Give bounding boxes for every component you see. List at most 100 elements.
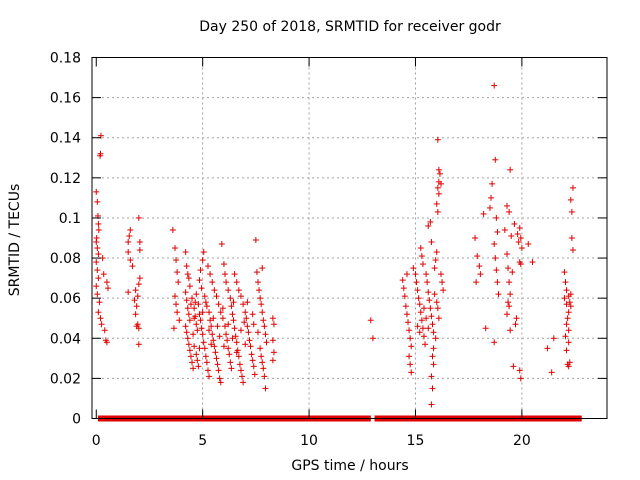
data-point (233, 339, 240, 346)
data-point (403, 271, 410, 278)
data-point (127, 226, 134, 233)
data-point (249, 311, 256, 318)
data-point (491, 339, 498, 346)
data-point (438, 180, 445, 187)
data-point (93, 188, 100, 195)
data-point (260, 365, 267, 372)
data-point (430, 329, 437, 336)
data-point (260, 317, 267, 324)
data-point (488, 194, 495, 201)
data-point (135, 341, 142, 348)
data-point (508, 232, 515, 239)
data-point (408, 343, 415, 350)
data-point (231, 325, 238, 332)
data-point (207, 317, 214, 324)
data-point (568, 208, 575, 215)
data-point (174, 269, 181, 276)
data-point (219, 305, 226, 312)
data-point (215, 367, 222, 374)
data-point (104, 285, 111, 292)
data-point (211, 287, 218, 294)
data-point (503, 251, 510, 258)
data-point (525, 241, 532, 248)
data-point (101, 327, 108, 334)
data-point (204, 263, 211, 270)
data-point (492, 255, 499, 262)
data-point (434, 184, 441, 191)
data-point (414, 323, 421, 330)
data-point (95, 226, 102, 233)
data-point (269, 357, 276, 364)
data-point (410, 265, 417, 272)
data-point (427, 305, 434, 312)
data-point (246, 337, 253, 344)
data-point (183, 329, 190, 336)
data-point (213, 293, 220, 300)
data-point (187, 301, 194, 308)
data-point (439, 279, 446, 286)
data-point (135, 214, 142, 221)
data-point (239, 373, 246, 380)
data-point (224, 337, 231, 344)
data-point (232, 333, 239, 340)
data-point (190, 365, 197, 372)
data-point (503, 202, 510, 209)
data-point (270, 321, 277, 328)
data-point (131, 297, 138, 304)
data-point (567, 291, 574, 298)
data-point (250, 363, 257, 370)
data-point (185, 275, 192, 282)
data-point (132, 287, 139, 294)
data-point (248, 351, 255, 358)
data-point (518, 245, 525, 252)
data-point (258, 301, 265, 308)
data-point (174, 309, 181, 316)
data-point (206, 309, 213, 316)
data-point (207, 271, 214, 278)
y-axis-label: SRMTID / TECUs (7, 184, 23, 297)
data-point (227, 295, 234, 302)
data-point (237, 367, 244, 374)
data-point (222, 271, 229, 278)
x-tick-label: 20 (513, 433, 531, 449)
data-point (125, 239, 132, 246)
data-point (242, 309, 249, 316)
data-point (190, 331, 197, 338)
data-points (93, 82, 585, 422)
data-point (432, 257, 439, 264)
data-point (250, 321, 257, 328)
data-point (258, 353, 265, 360)
data-point (562, 279, 569, 286)
data-point (419, 325, 426, 332)
data-point (494, 279, 501, 286)
data-point (418, 317, 425, 324)
data-point (209, 331, 216, 338)
data-point (512, 321, 519, 328)
data-point (427, 218, 434, 225)
data-point (420, 305, 427, 312)
data-point (422, 341, 429, 348)
data-point (219, 315, 226, 322)
data-point (235, 287, 242, 294)
data-point (561, 269, 568, 276)
data-point (507, 291, 514, 298)
data-point (225, 321, 232, 328)
data-point (438, 271, 445, 278)
data-point (202, 353, 209, 360)
data-point (429, 353, 436, 360)
data-point (256, 287, 263, 294)
data-point (136, 275, 143, 282)
data-point (240, 301, 247, 308)
data-point (399, 277, 406, 284)
data-point (236, 361, 243, 368)
data-point (501, 226, 508, 233)
data-point (569, 247, 576, 254)
data-point (254, 329, 261, 336)
data-point (97, 315, 104, 322)
data-point (432, 335, 439, 342)
data-point (401, 293, 408, 300)
data-point (171, 245, 178, 252)
data-point (426, 297, 433, 304)
data-point (94, 267, 101, 274)
data-point (440, 287, 447, 294)
